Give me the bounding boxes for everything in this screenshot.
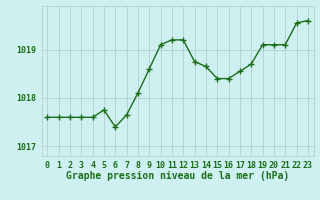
X-axis label: Graphe pression niveau de la mer (hPa): Graphe pression niveau de la mer (hPa) — [66, 171, 289, 181]
